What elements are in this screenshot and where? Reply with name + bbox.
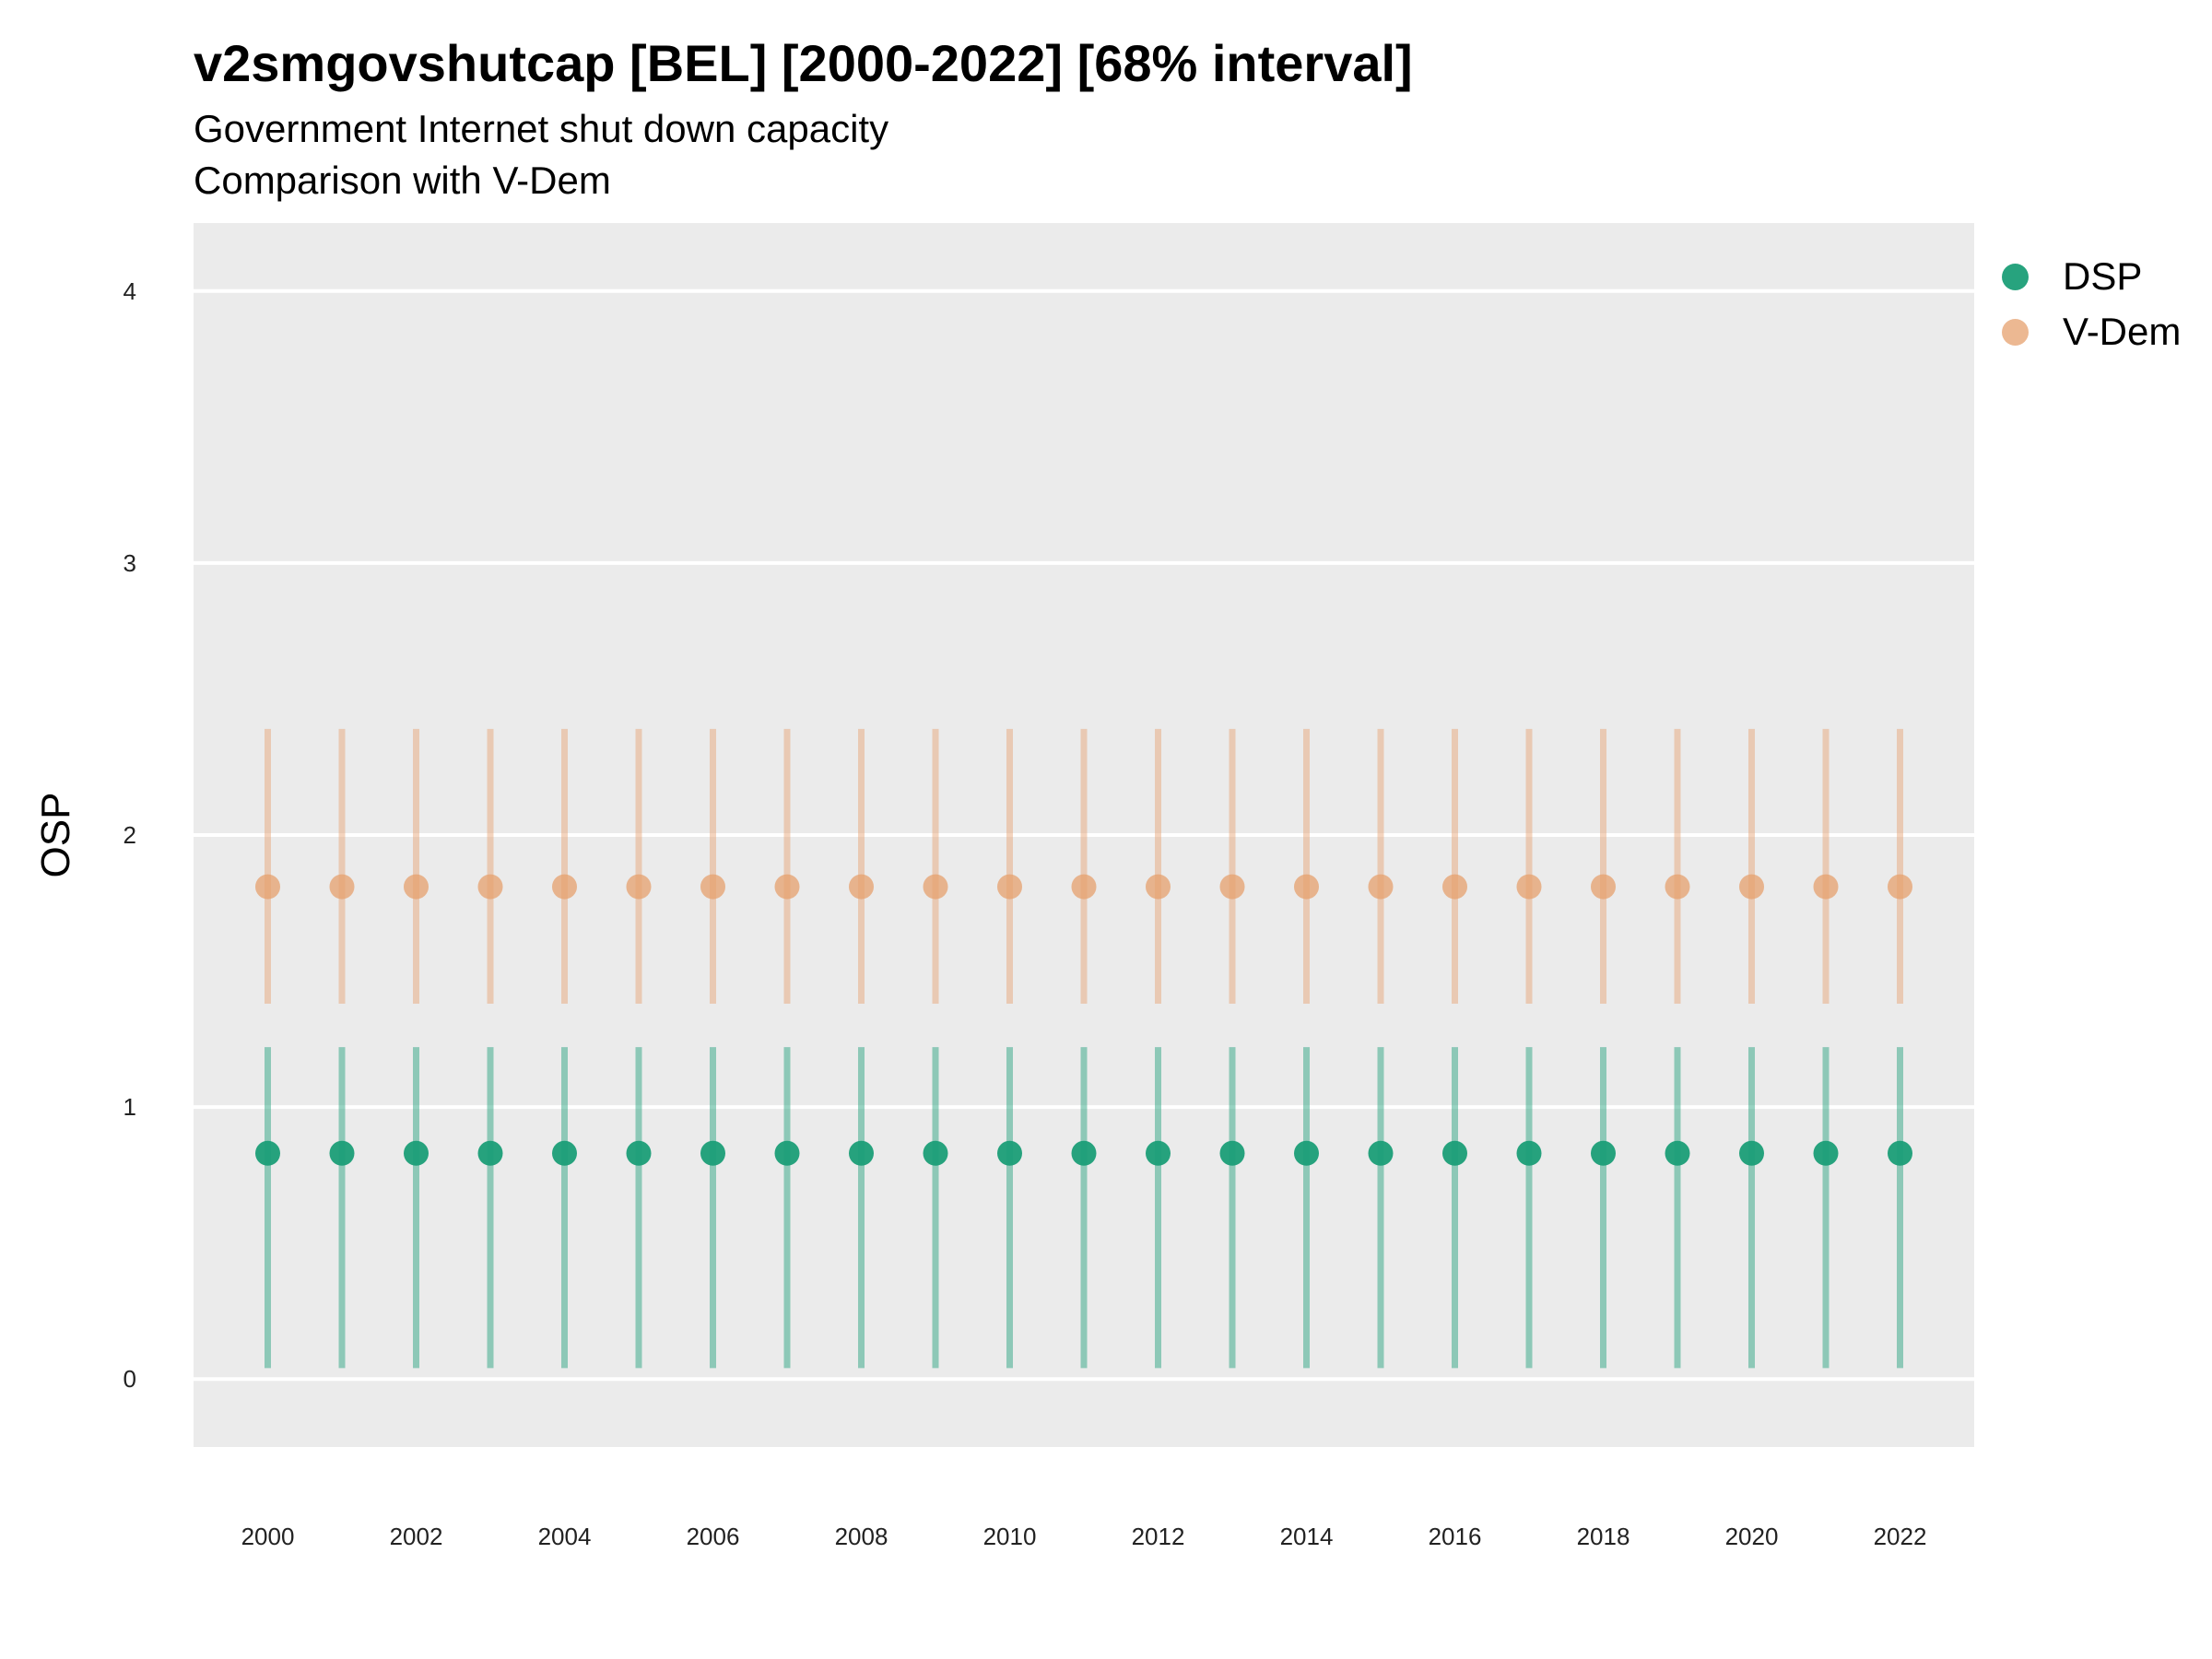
dsp-point-2003 <box>477 1140 503 1166</box>
dsp-point-2005 <box>626 1140 652 1166</box>
v-dem-point-2015 <box>1368 874 1394 900</box>
x-tick-label: 2020 <box>1725 1523 1779 1550</box>
dsp-point-2022 <box>1888 1140 1912 1166</box>
v-dem-point-2008 <box>849 874 874 900</box>
data-marks <box>255 728 1912 1369</box>
dsp-point-2013 <box>1219 1140 1245 1166</box>
dsp-point-2004 <box>552 1140 577 1166</box>
v-dem-point-2009 <box>923 874 948 900</box>
y-axis-label: OSP <box>33 793 78 878</box>
v-dem-point-2018 <box>1591 874 1616 900</box>
x-tick-label: 2016 <box>1429 1523 1482 1550</box>
v-dem-point-2013 <box>1219 874 1245 900</box>
v-dem-point-2020 <box>1739 874 1764 900</box>
chart-subtitle-line-1: Government Internet shut down capacity <box>194 107 889 150</box>
x-tick-label: 2018 <box>1577 1523 1630 1550</box>
dsp-point-2006 <box>700 1140 725 1166</box>
v-dem-point-2016 <box>1442 874 1467 900</box>
v-dem-point-2000 <box>255 874 280 900</box>
grid-lines <box>194 288 1974 1382</box>
legend-label-dsp: DSP <box>2063 254 2143 298</box>
dsp-point-2011 <box>1071 1140 1097 1166</box>
dsp-point-2009 <box>923 1140 948 1166</box>
v-dem-point-2021 <box>1813 874 1839 900</box>
y-tick-label: 0 <box>124 1365 136 1393</box>
x-tick-label: 2004 <box>538 1523 592 1550</box>
dsp-point-2020 <box>1739 1140 1764 1166</box>
v-dem-point-2012 <box>1146 874 1171 900</box>
x-tick-label: 2014 <box>1280 1523 1334 1550</box>
v-dem-point-2001 <box>329 874 355 900</box>
v-dem-point-2017 <box>1516 874 1542 900</box>
dsp-point-2001 <box>329 1140 355 1166</box>
v-dem-point-2006 <box>700 874 725 900</box>
legend-key-vdem <box>2002 319 2029 346</box>
dsp-point-2014 <box>1294 1140 1319 1166</box>
y-tick-label: 1 <box>124 1093 136 1121</box>
x-tick-label: 2008 <box>835 1523 888 1550</box>
dsp-point-2008 <box>849 1140 874 1166</box>
y-tick-label: 4 <box>124 277 136 305</box>
dsp-point-2018 <box>1591 1140 1616 1166</box>
x-tick-label: 2012 <box>1132 1523 1185 1550</box>
x-tick-label: 2006 <box>687 1523 740 1550</box>
v-dem-point-2004 <box>552 874 577 900</box>
chart-title: v2smgovshutcap [BEL] [2000-2022] [68% in… <box>194 34 1413 92</box>
dsp-point-2017 <box>1516 1140 1542 1166</box>
v-dem-point-2003 <box>477 874 503 900</box>
y-tick-labels: 0 1 2 3 4 <box>124 277 136 1393</box>
dsp-point-2007 <box>774 1140 800 1166</box>
dsp-point-2000 <box>255 1140 280 1166</box>
v-dem-point-2014 <box>1294 874 1319 900</box>
v-dem-point-2002 <box>404 874 429 900</box>
legend-label-vdem: V-Dem <box>2063 310 2182 353</box>
v-dem-point-2011 <box>1071 874 1097 900</box>
dsp-point-2021 <box>1813 1140 1839 1166</box>
v-dem-point-2007 <box>774 874 800 900</box>
dsp-point-2015 <box>1368 1140 1394 1166</box>
x-tick-label: 2000 <box>241 1523 295 1550</box>
x-tick-label: 2010 <box>983 1523 1037 1550</box>
dsp-point-2010 <box>997 1140 1022 1166</box>
v-dem-point-2022 <box>1888 874 1912 900</box>
dsp-point-2016 <box>1442 1140 1467 1166</box>
dsp-point-2002 <box>404 1140 429 1166</box>
dsp-point-2019 <box>1665 1140 1690 1166</box>
y-tick-label: 2 <box>124 821 136 849</box>
v-dem-point-2010 <box>997 874 1022 900</box>
x-tick-label: 2022 <box>1874 1523 1927 1550</box>
x-tick-label: 2002 <box>390 1523 443 1550</box>
legend-key-dsp <box>2002 264 2029 290</box>
y-tick-label: 3 <box>124 549 136 577</box>
chart-subtitle-line-2: Comparison with V-Dem <box>194 159 611 202</box>
v-dem-point-2019 <box>1665 874 1690 900</box>
v-dem-point-2005 <box>626 874 652 900</box>
dsp-point-2012 <box>1146 1140 1171 1166</box>
x-tick-labels: 2000 2002 2004 2006 2008 2010 2012 2014 2016 2018… <box>241 1523 1927 1550</box>
